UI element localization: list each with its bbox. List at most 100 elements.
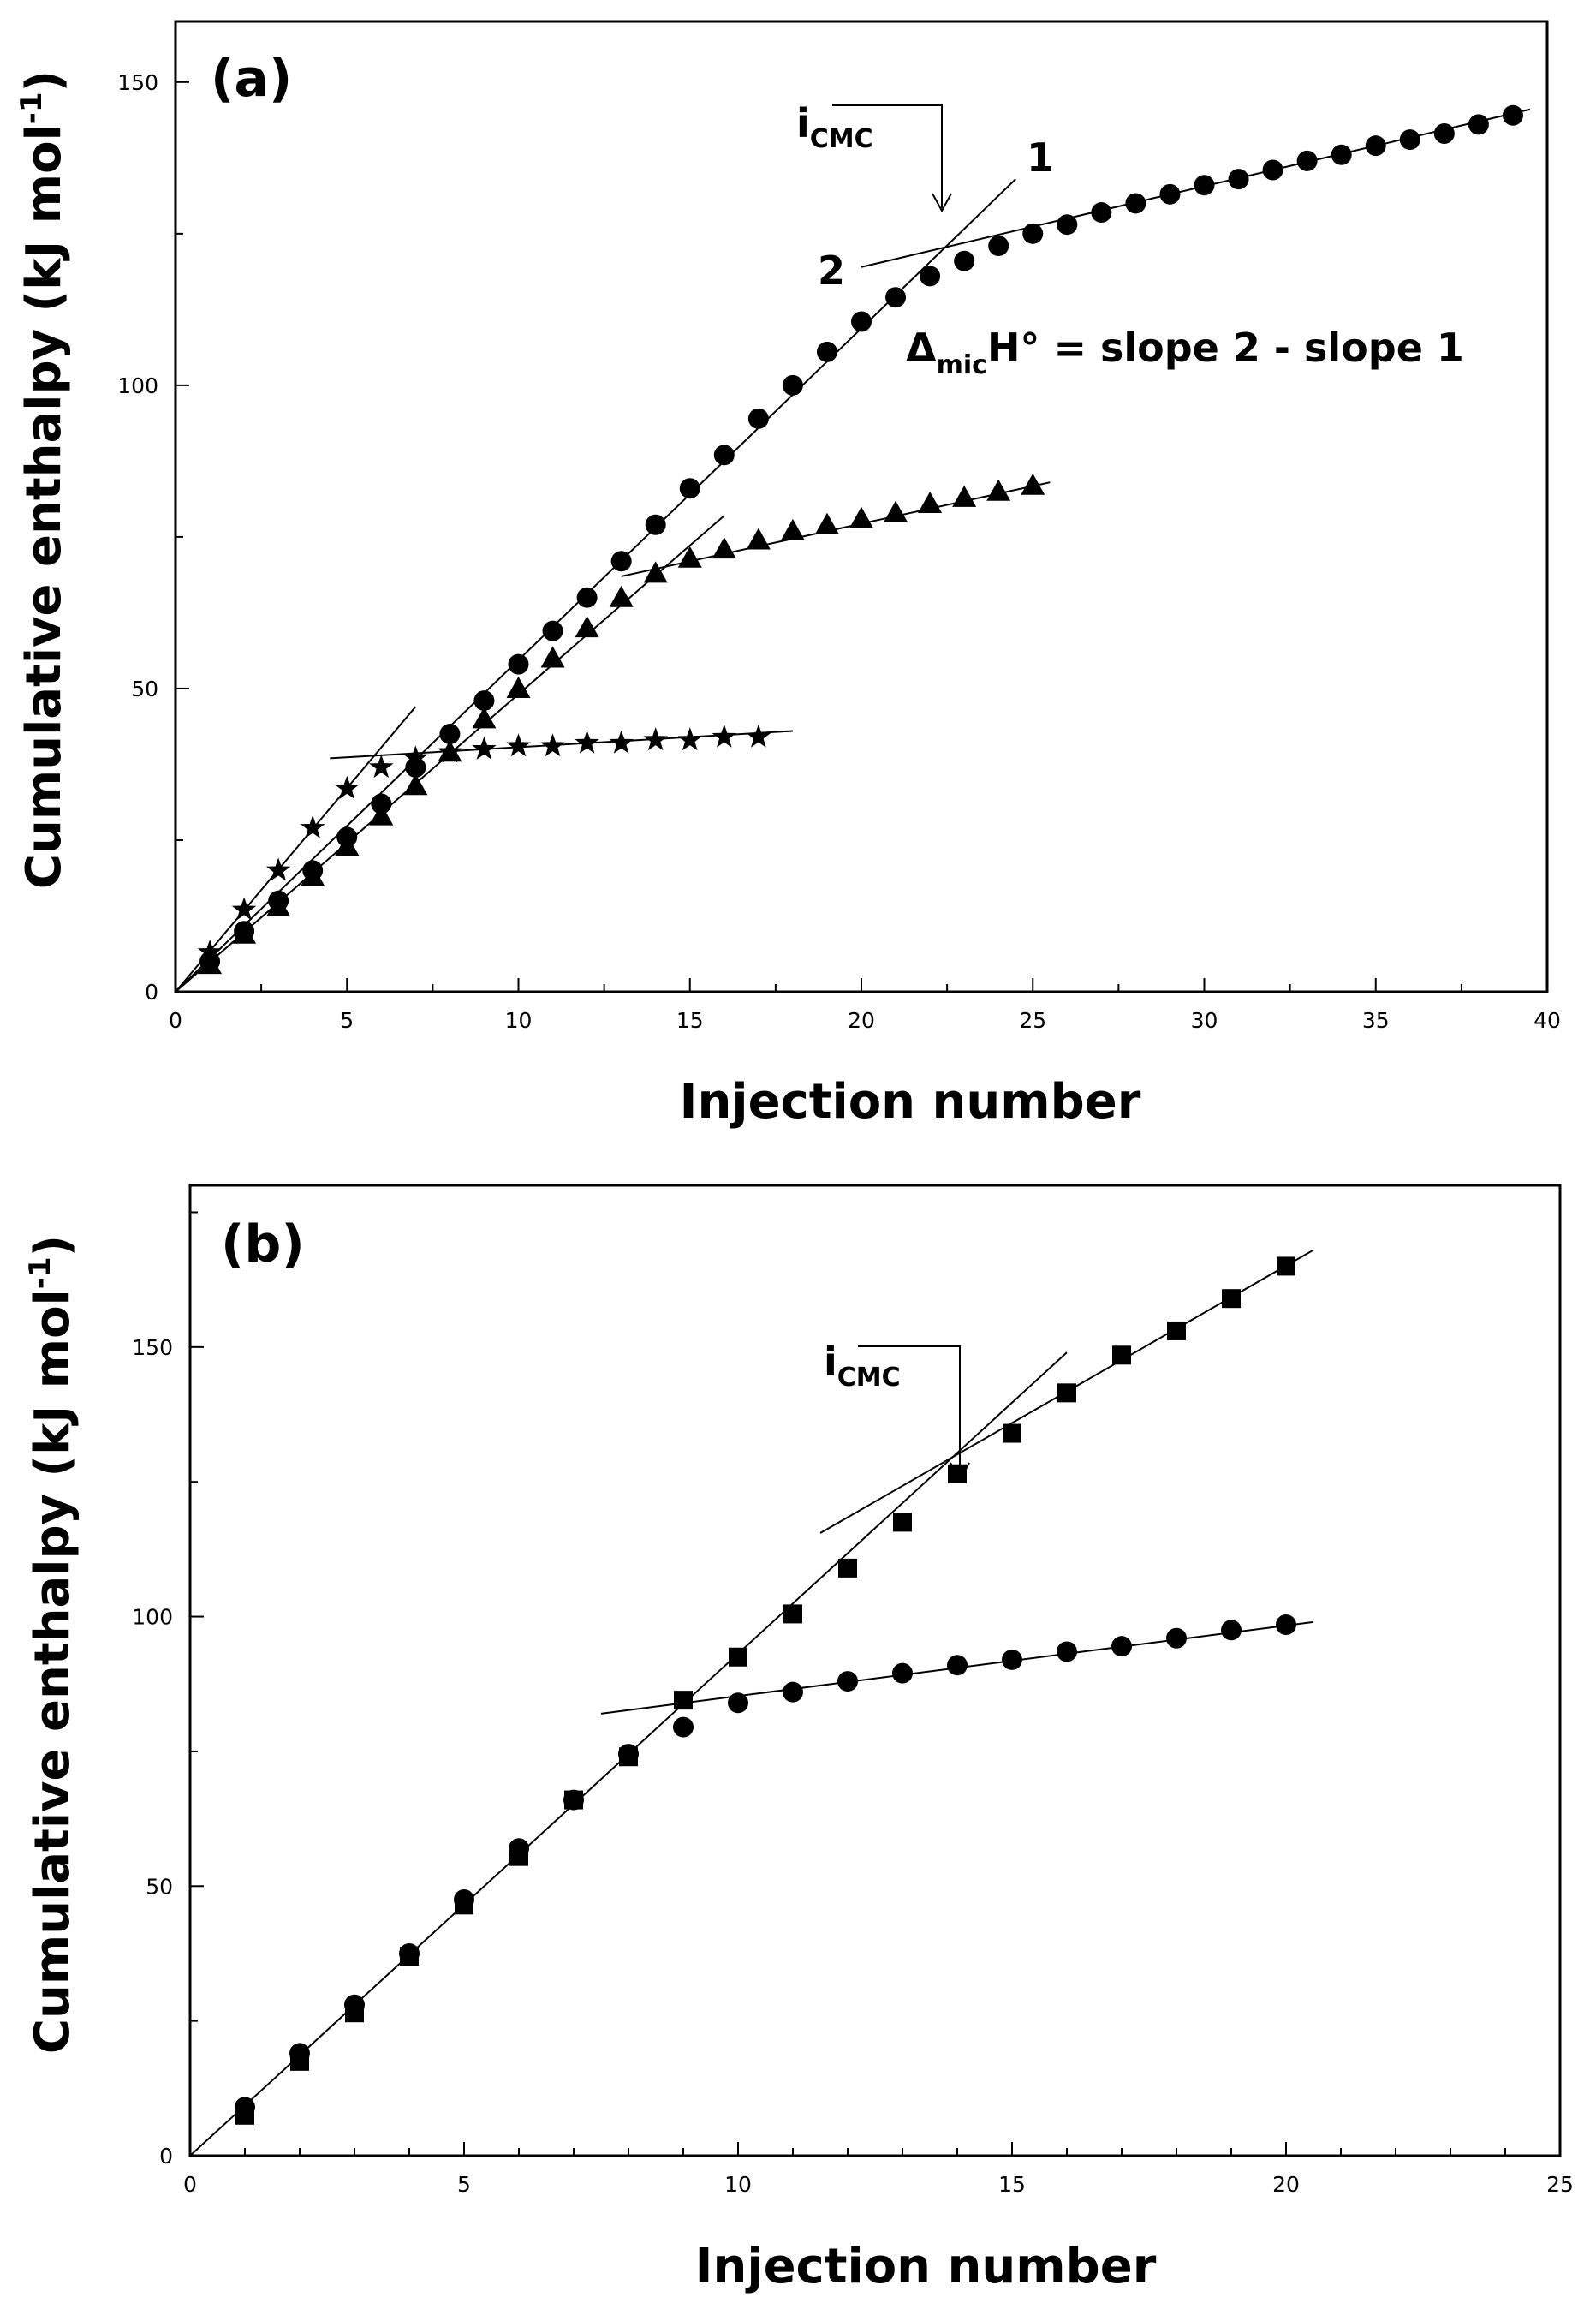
point-b-squares-13 [893, 1513, 912, 1532]
x-tick-label-b-5: 25 [1546, 2172, 1574, 2197]
point-b-circles-19 [1221, 1620, 1242, 1641]
point-a-stars-10 [506, 733, 531, 757]
x-tick-label-a-4: 20 [848, 1008, 875, 1033]
point-b-squares-10 [729, 1647, 747, 1667]
tick-group-a: 0 5 10 15 20 25 30 35 40 0 50 100 150 [117, 70, 1561, 1033]
icmc-annotation-a: iCMC [796, 100, 952, 213]
point-a-circles-30 [1194, 175, 1215, 196]
point-b-circles-5 [454, 1889, 474, 1911]
point-a-stars-5 [335, 775, 360, 799]
point-a-triangles-9 [472, 707, 497, 729]
point-b-circles-14 [947, 1655, 968, 1676]
point-a-triangles-13 [609, 585, 634, 607]
point-b-squares-16 [1057, 1383, 1076, 1403]
point-a-triangles-10 [506, 676, 531, 698]
line2-label: 2 [818, 248, 845, 294]
point-a-circles-8 [439, 724, 461, 745]
y-axis-title-end-b: ) [25, 1235, 80, 1257]
icmc-arrowhead-a [932, 193, 952, 213]
x-tick-label-b-4: 20 [1272, 2172, 1300, 2197]
point-a-triangles-4 [301, 864, 325, 886]
point-a-triangles-3 [266, 894, 291, 916]
point-a-circles-15 [679, 478, 700, 499]
point-a-stars-11 [540, 733, 565, 757]
point-a-triangles-5 [335, 834, 360, 856]
slope-equation: ΔmicH° = slope 2 - slope 1 [906, 325, 1464, 380]
point-b-squares-20 [1277, 1256, 1295, 1276]
point-a-triangles-14 [643, 561, 668, 583]
point-a-circles-24 [988, 236, 1009, 257]
point-a-circles-35 [1365, 135, 1386, 157]
y-tick-label-a-1: 50 [131, 677, 158, 701]
y-tick-label-a-0: 0 [145, 980, 158, 1005]
point-b-circles-12 [837, 1671, 858, 1692]
point-a-circles-9 [473, 690, 495, 712]
x-tick-label-b-1: 5 [457, 2172, 471, 2197]
y-tick-label-b-1: 50 [146, 1874, 173, 1899]
point-a-triangles-17 [746, 528, 771, 550]
point-a-triangles-7 [403, 773, 428, 796]
point-b-squares-17 [1112, 1345, 1131, 1365]
point-b-circles-20 [1276, 1614, 1296, 1635]
point-b-squares-12 [838, 1558, 857, 1578]
point-a-circles-27 [1091, 202, 1112, 224]
panel-b: (b) 0 5 10 15 20 25 0 50 100 150 iCMC Injection n… [23, 1184, 1574, 2294]
y-axis-title-sup-b: -1 [23, 1256, 57, 1289]
point-a-triangles-1 [198, 952, 223, 975]
y-axis-title-sup-a: -1 [15, 92, 49, 124]
icmc-arrowhead-b [950, 1462, 970, 1483]
point-a-stars-16 [712, 724, 737, 748]
point-a-triangles-24 [986, 479, 1011, 501]
point-a-triangles-15 [677, 546, 702, 568]
point-a-circles-18 [782, 374, 803, 396]
x-tick-label-a-5: 25 [1019, 1008, 1046, 1033]
x-tick-label-a-8: 40 [1533, 1008, 1561, 1033]
plot-frame-b [188, 1184, 1562, 2157]
point-b-squares-11 [783, 1604, 802, 1624]
icmc-arrow-a [832, 104, 943, 208]
data-points-a [197, 104, 1523, 975]
point-a-stars-3 [265, 857, 291, 881]
y-tick-label-a-3: 150 [117, 70, 158, 95]
point-b-squares-18 [1167, 1321, 1186, 1340]
point-a-stars-1 [197, 940, 223, 964]
point-b-squares-9 [674, 1691, 693, 1710]
point-a-stars-7 [403, 745, 428, 769]
data-points-b [235, 1256, 1296, 2125]
svg-text:iCMC: iCMC [824, 1339, 901, 1393]
point-a-triangles-16 [712, 537, 736, 559]
point-a-stars-17 [746, 724, 771, 748]
point-a-triangles-11 [540, 646, 565, 668]
point-a-triangles-22 [918, 491, 943, 513]
point-a-circles-34 [1331, 144, 1352, 165]
point-a-triangles-21 [884, 500, 908, 522]
point-a-circles-16 [713, 445, 735, 466]
point-a-circles-31 [1228, 169, 1249, 190]
panel-label-a: (a) [211, 49, 292, 109]
line1-label: 1 [1027, 134, 1054, 181]
x-axis-title-a: Injection number [680, 1074, 1141, 1130]
x-tick-label-a-0: 0 [169, 1008, 182, 1033]
point-a-triangles-19 [814, 512, 839, 534]
x-tick-label-a-1: 5 [340, 1008, 354, 1033]
point-a-triangles-2 [232, 922, 257, 944]
y-tick-label-b-0: 0 [159, 2144, 173, 2169]
x-tick-label-a-3: 15 [676, 1008, 704, 1033]
point-a-circles-21 [885, 287, 907, 308]
icmc-main-b: i [824, 1339, 837, 1385]
panel-a: (a) 0 5 10 15 20 25 30 35 40 0 50 100 150 iCMC 1 2 Δ… [15, 20, 1561, 1130]
point-b-circles-2 [289, 2043, 310, 2064]
point-b-circles-1 [235, 2097, 255, 2118]
point-a-circles-19 [816, 341, 837, 362]
point-a-circles-23 [954, 250, 975, 271]
point-b-circles-10 [728, 1692, 748, 1714]
point-a-circles-17 [747, 408, 769, 429]
y-axis-title-a: Cumulative enthalpy (kJ mol-1) [15, 70, 72, 889]
equation-delta: Δ [906, 325, 937, 371]
y-tick-label-b-3: 150 [132, 1335, 173, 1360]
point-a-stars-9 [472, 736, 497, 760]
point-b-squares-19 [1222, 1289, 1241, 1309]
x-tick-label-a-2: 10 [505, 1008, 533, 1033]
point-a-circles-29 [1159, 183, 1181, 205]
